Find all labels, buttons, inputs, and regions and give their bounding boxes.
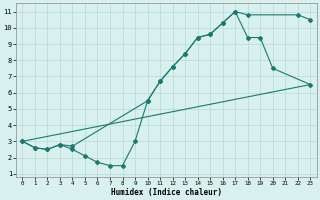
X-axis label: Humidex (Indice chaleur): Humidex (Indice chaleur) — [111, 188, 222, 197]
